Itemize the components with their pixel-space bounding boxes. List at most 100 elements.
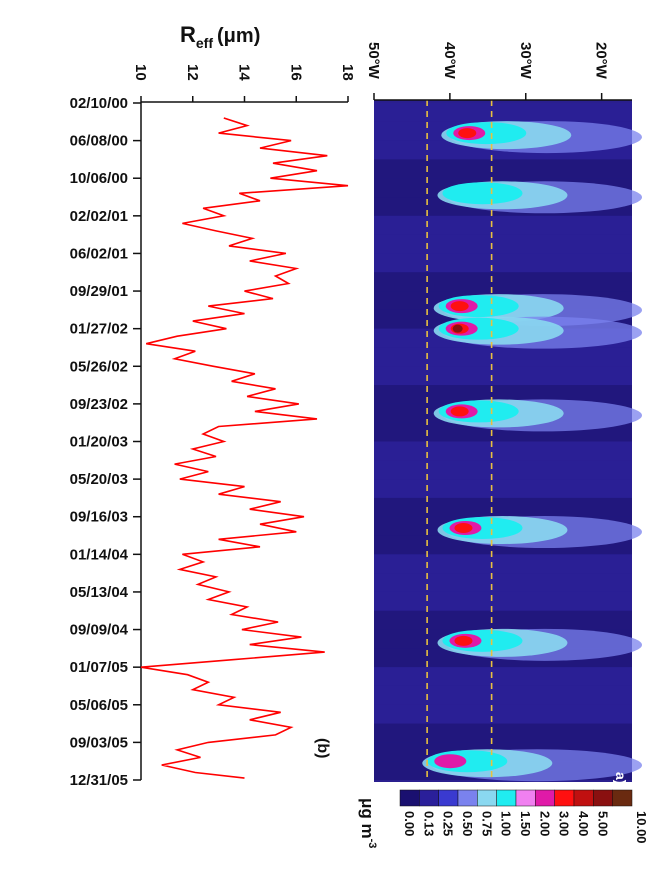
heatmap-band xyxy=(374,685,632,705)
heatmap-band xyxy=(374,591,632,611)
heatmap-band xyxy=(374,385,632,404)
heatmap-band xyxy=(374,347,632,367)
reff-axes: 10 12 14 16 18 02/10/00 06/08/00 10/06/00 02/02/… xyxy=(70,64,356,789)
time-tick-label: 12/31/05 xyxy=(70,772,128,789)
plume-core xyxy=(434,754,467,769)
colorbar-level-label: 0.75 xyxy=(479,811,494,836)
colorbar-level-label: 10.00 xyxy=(634,811,649,844)
colorbar-swatch xyxy=(419,789,439,807)
colorbar-level-label: 4.00 xyxy=(576,811,591,836)
heatmap-band xyxy=(374,554,632,574)
heatmap-tick-label: 20°W xyxy=(593,42,610,80)
colorbar-swatch xyxy=(535,789,555,807)
reff-axis-title-subscript: eff xyxy=(196,35,213,51)
time-tick-label: 09/03/05 xyxy=(70,734,128,751)
colorbar-swatch xyxy=(496,789,517,807)
colorbar-level-label: 0.25 xyxy=(441,811,456,836)
plume-peak xyxy=(450,301,469,312)
dust-event xyxy=(437,181,642,214)
panel-a-label: a) xyxy=(613,772,629,784)
colorbar-level-label: 1.50 xyxy=(518,811,533,836)
dust-event xyxy=(433,294,642,327)
dust-event xyxy=(433,399,642,432)
colorbar-label: μg m-3 xyxy=(358,798,378,848)
heatmap-x-axis: 50°W 40°W 30°W 20°W xyxy=(365,42,632,101)
time-tick-label: 05/06/05 xyxy=(70,697,128,714)
heatmap-panel: a) xyxy=(374,100,642,784)
dust-event xyxy=(437,516,642,549)
colorbar-swatch xyxy=(457,789,478,807)
time-tick-label: 09/09/04 xyxy=(70,622,129,639)
heatmap-band xyxy=(374,159,632,179)
dust-event xyxy=(433,316,642,349)
heatmap-band xyxy=(374,253,632,273)
colorbar-swatch xyxy=(477,789,497,807)
heatmap-band xyxy=(374,573,632,592)
time-tick-label: 01/14/04 xyxy=(70,546,129,563)
reff-tick-label: 16 xyxy=(287,64,304,81)
colorbar-level-label: 3.00 xyxy=(557,811,572,836)
heatmap-band xyxy=(374,460,632,480)
colorbar-level-label: 0.13 xyxy=(421,811,436,836)
colorbar-level-label: 0.00 xyxy=(402,811,417,836)
reff-tick-label: 18 xyxy=(339,64,356,81)
plume-max xyxy=(452,324,463,333)
reff-series-line xyxy=(140,117,349,779)
colorbar-swatch xyxy=(399,789,420,807)
time-tick-label: 02/02/01 xyxy=(70,208,128,225)
colorbar-level-label: 2.00 xyxy=(537,811,552,836)
time-tick-label: 01/20/03 xyxy=(70,434,128,451)
heatmap-band xyxy=(374,234,632,254)
time-tick-label: 05/13/04 xyxy=(70,584,129,601)
heatmap-tick-label: 30°W xyxy=(517,42,534,80)
heatmap-band xyxy=(374,215,632,235)
dust-event xyxy=(437,628,642,661)
colorbar-level-label: 5.00 xyxy=(595,811,610,836)
time-tick-label: 01/27/02 xyxy=(70,321,128,338)
time-tick-label: 09/16/03 xyxy=(70,509,128,526)
heatmap-band xyxy=(374,366,632,386)
reff-axis-title-symbol: R xyxy=(180,22,196,47)
time-tick-label: 05/26/02 xyxy=(70,358,128,375)
heatmap-band xyxy=(374,272,632,292)
colorbar-swatch xyxy=(438,789,459,807)
plume-peak xyxy=(454,523,473,534)
plume-peak xyxy=(458,128,477,139)
reff-tick-label: 14 xyxy=(236,64,253,81)
heatmap-band xyxy=(374,497,632,517)
time-tick-label: 06/08/00 xyxy=(70,133,128,150)
heatmap-band xyxy=(374,479,632,498)
reff-axis-title: Reff (μm) xyxy=(180,22,260,51)
dust-event xyxy=(422,749,642,782)
reff-axis-title-unit: (μm) xyxy=(217,25,260,47)
colorbar-unit: μg m xyxy=(358,798,377,839)
reference-lines xyxy=(426,100,493,782)
time-tick-label: 06/02/01 xyxy=(70,245,128,262)
colorbar-swatch xyxy=(593,789,613,807)
time-tick-label: 10/06/00 xyxy=(70,170,128,187)
time-tick-label: 09/29/01 xyxy=(70,283,128,300)
heatmap-band xyxy=(374,723,632,743)
time-tick-label: 05/20/03 xyxy=(70,471,128,488)
heatmap-tick-label: 40°W xyxy=(441,42,458,80)
heatmap-band xyxy=(374,103,632,122)
heatmap-band xyxy=(374,704,632,724)
plume-peak xyxy=(450,406,469,417)
colorbar-swatch xyxy=(554,789,575,807)
time-tick-label: 09/23/02 xyxy=(70,396,128,413)
reff-tick-label: 12 xyxy=(184,64,201,81)
colorbar-unit-exponent: -3 xyxy=(366,839,378,849)
colorbar-swatch xyxy=(515,789,536,807)
colorbar-level-label: 1.00 xyxy=(499,811,514,836)
heatmap-tick-label: 50°W xyxy=(365,42,382,80)
dust-event xyxy=(441,121,642,154)
colorbar-level-label: 0.50 xyxy=(460,811,475,836)
heatmap-events xyxy=(422,121,642,782)
panel-b-label: (b) xyxy=(314,738,331,758)
time-tick-label: 02/10/00 xyxy=(70,95,128,112)
plume-peak xyxy=(454,635,473,646)
plume-inner xyxy=(442,182,523,205)
colorbar: 0.00 0.13 0.25 0.50 0.75 1.00 1.50 2.00 3.00 4.00… xyxy=(399,789,649,844)
